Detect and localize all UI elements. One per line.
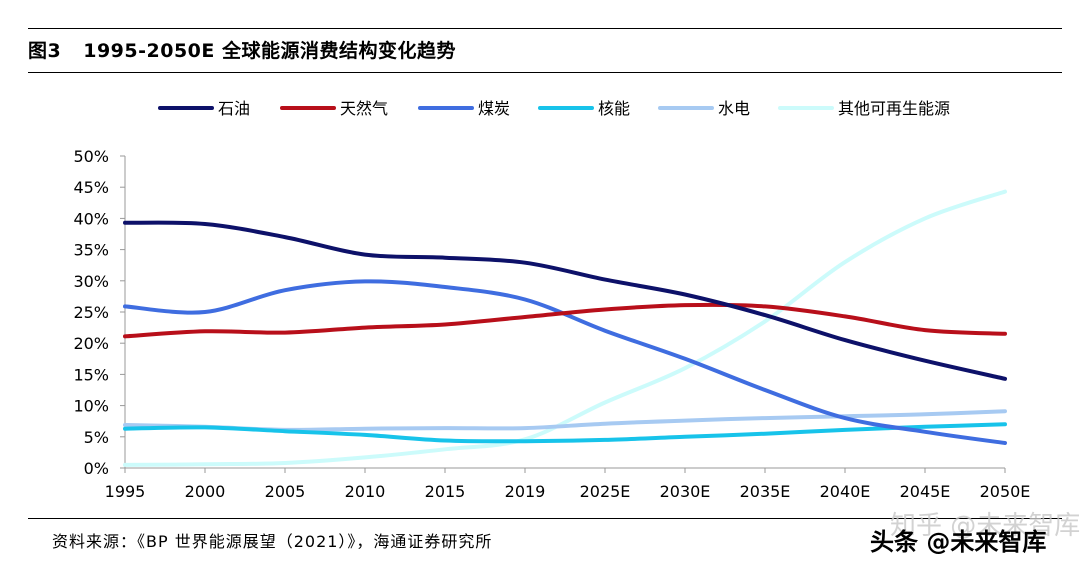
y-tick-label: 25% bbox=[73, 303, 109, 322]
legend-label: 其他可再生能源 bbox=[838, 99, 950, 118]
legend-label: 石油 bbox=[218, 99, 250, 118]
x-tick-label: 2000 bbox=[185, 482, 226, 501]
series-line-1 bbox=[123, 220, 1007, 381]
y-tick-label: 35% bbox=[73, 241, 109, 260]
y-tick-label: 0% bbox=[84, 459, 109, 478]
bottom-rule bbox=[28, 518, 1062, 519]
x-tick-label: 1995 bbox=[105, 482, 146, 501]
x-tick-label: 2035E bbox=[740, 482, 791, 501]
watermark: 头条 @未来智库 bbox=[870, 528, 1047, 556]
top-rule bbox=[28, 28, 1062, 29]
x-tick-label: 2040E bbox=[820, 482, 871, 501]
series-line-3 bbox=[123, 279, 1007, 445]
legend-label: 水电 bbox=[718, 99, 750, 118]
series-line-2 bbox=[123, 302, 1007, 339]
x-tick-label: 2015 bbox=[425, 482, 466, 501]
x-tick-label: 2010 bbox=[345, 482, 386, 501]
y-tick-label: 5% bbox=[84, 428, 109, 447]
y-tick-label: 40% bbox=[73, 209, 109, 228]
y-tick-label: 45% bbox=[73, 178, 109, 197]
x-tick-label: 2019 bbox=[505, 482, 546, 501]
y-tick-label: 15% bbox=[73, 365, 109, 384]
y-tick-label: 10% bbox=[73, 397, 109, 416]
x-tick-label: 2025E bbox=[580, 482, 631, 501]
legend-label: 天然气 bbox=[340, 99, 388, 118]
legend-label: 核能 bbox=[598, 99, 630, 118]
title-rule bbox=[28, 72, 1062, 73]
x-tick-label: 2050E bbox=[980, 482, 1031, 501]
y-tick-label: 20% bbox=[73, 334, 109, 353]
source-note: 资料来源：《BP 世界能源展望（2021）》，海通证券研究所 bbox=[52, 532, 493, 551]
series-line-4 bbox=[123, 422, 1007, 444]
legend-label: 煤炭 bbox=[478, 99, 510, 118]
watermark-ghost: 知乎 @未来智库 bbox=[890, 511, 1081, 541]
figure-title-text: 1995-2050E 全球能源消费结构变化趋势 bbox=[83, 40, 456, 62]
series-line-6 bbox=[123, 189, 1007, 467]
y-tick-label: 50% bbox=[73, 147, 109, 166]
figure-number: 图3 bbox=[28, 40, 62, 62]
x-tick-label: 2045E bbox=[900, 482, 951, 501]
figure-title: 图3 1995-2050E 全球能源消费结构变化趋势 bbox=[28, 36, 456, 63]
x-tick-label: 2030E bbox=[660, 482, 711, 501]
x-tick-label: 2005 bbox=[265, 482, 306, 501]
y-tick-label: 30% bbox=[73, 272, 109, 291]
